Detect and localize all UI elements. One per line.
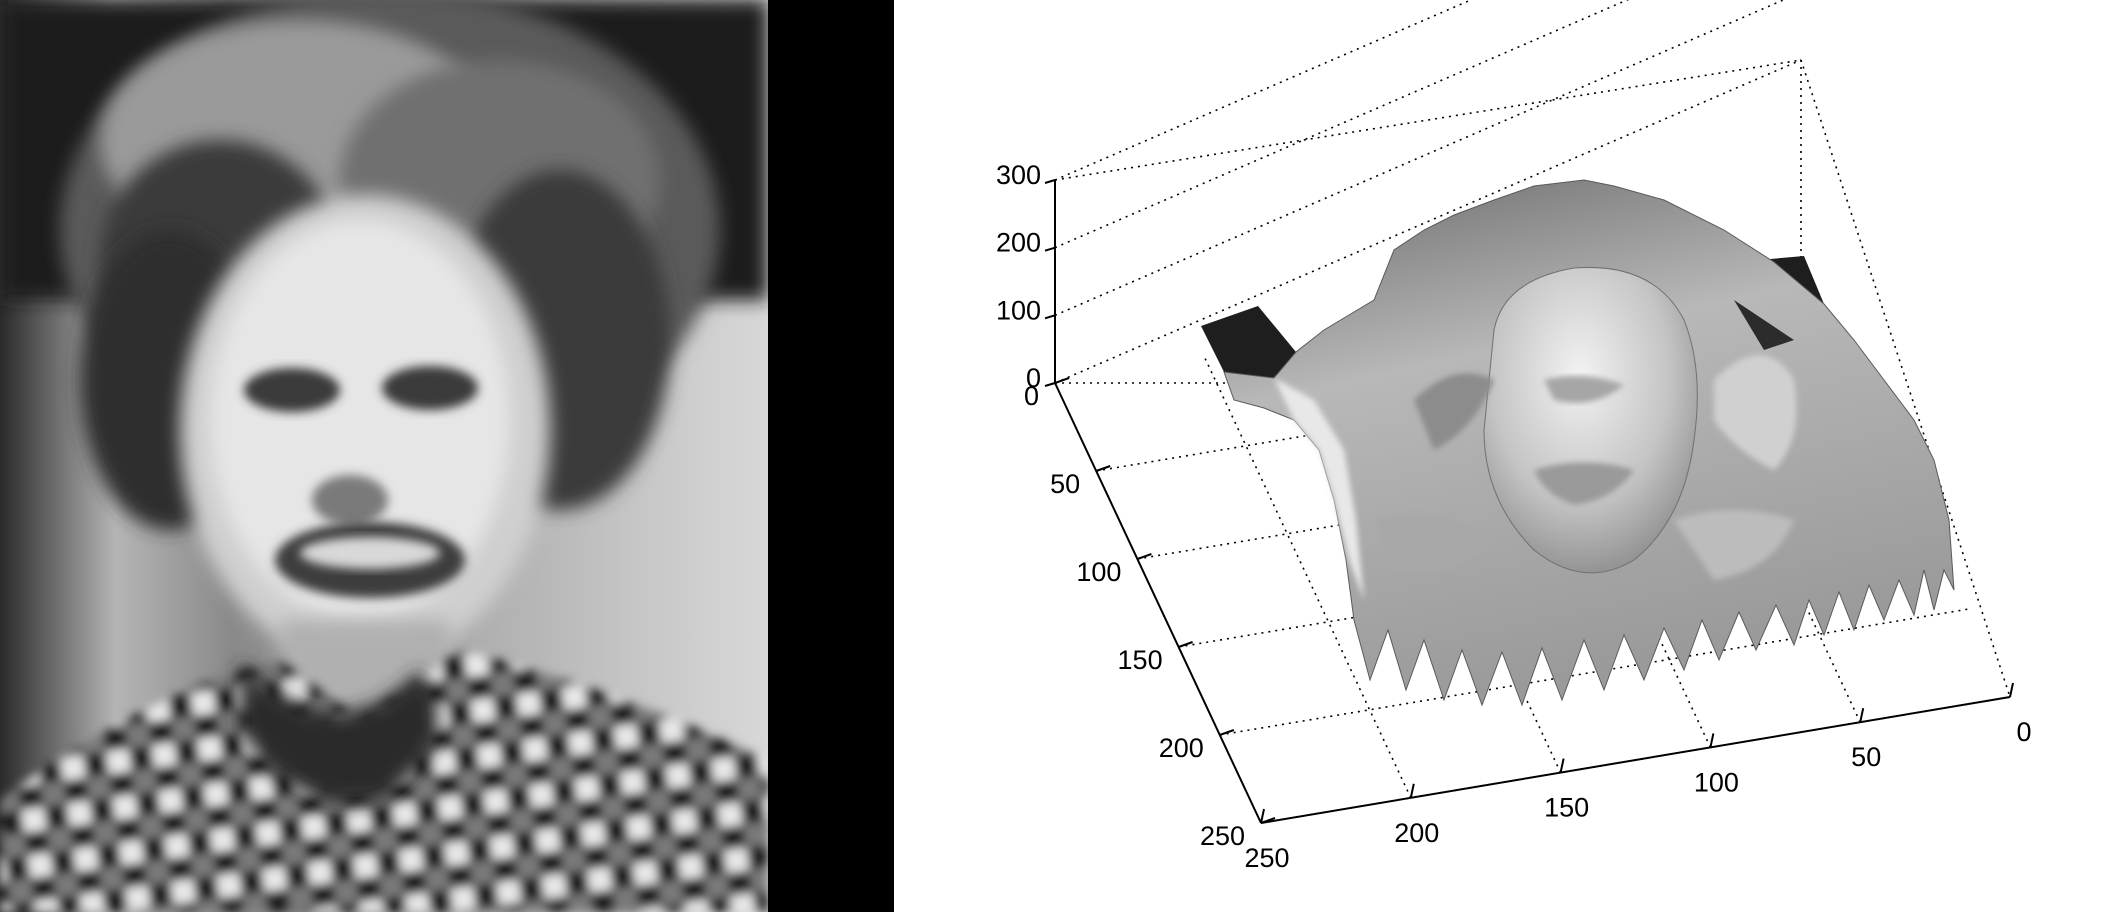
- y-tick-mark: [1095, 465, 1111, 472]
- y-tick-label: 50: [1050, 469, 1080, 499]
- z-grid-line: [1054, 0, 1630, 249]
- surface-dark-corner-left: [1201, 306, 1296, 378]
- box-edge: [1054, 59, 1802, 181]
- surface-ridge: [1414, 373, 1494, 450]
- x-tick-mark: [1709, 733, 1715, 748]
- z-grid-line: [1054, 59, 1802, 384]
- y-tick-mark: [1219, 729, 1235, 736]
- x-tick-mark: [1559, 758, 1565, 773]
- surface-ridge: [1674, 510, 1794, 580]
- surface-ridge: [1534, 462, 1634, 505]
- surface-ridge: [1544, 376, 1624, 403]
- y-tick-label: 100: [1076, 557, 1121, 587]
- z-tick-mark: [1044, 382, 1056, 387]
- z-tick-mark: [1044, 179, 1056, 184]
- x-tick-label: 250: [1244, 843, 1289, 873]
- z-tick-label: 200: [996, 228, 1041, 258]
- y-grid-line: [1260, 696, 2011, 824]
- x-tick-mark: [1409, 783, 1415, 799]
- z-tick-mark: [1044, 314, 1056, 320]
- y-tick-label: 200: [1159, 733, 1204, 763]
- x-tick-mark: [1859, 707, 1865, 723]
- x-tick-label: 150: [1544, 793, 1589, 823]
- y-tick-mark: [1137, 553, 1152, 560]
- x-tick-mark: [1260, 808, 1265, 824]
- z-tick-label: 100: [996, 295, 1041, 325]
- z-tick-label: 300: [996, 160, 1041, 190]
- y-grid-line: [1219, 608, 1969, 736]
- y-tick-label: 0: [1024, 381, 1039, 411]
- surface-ridge: [1714, 355, 1797, 470]
- z-grid-line: [1054, 0, 1786, 317]
- surface-mesh: [1201, 179, 1955, 707]
- y-axis-line: [1054, 382, 1262, 824]
- surface-plot-panel: 0 100 200 300 0 50 100 150 200 250 0 50 100 150 200 250: [894, 0, 2126, 912]
- y-tick-label: 150: [1118, 645, 1163, 675]
- z-grid-line: [1054, 0, 1473, 181]
- x-tick-label: 100: [1694, 767, 1739, 797]
- x-tick-label: 0: [2016, 717, 2031, 747]
- surface-ridge: [1374, 513, 1494, 572]
- x-tick-label: 50: [1851, 742, 1881, 772]
- y-tick-label: 250: [1200, 821, 1245, 851]
- x-tick-label: 200: [1394, 818, 1439, 848]
- surface-highlight-left: [1274, 378, 1364, 600]
- z-tick-label: 0: [1026, 363, 1041, 393]
- y-tick-mark: [1054, 377, 1070, 384]
- x-tick-mark: [2009, 682, 2014, 698]
- surface-shadow: [1734, 300, 1794, 350]
- y-tick-mark: [1178, 641, 1193, 648]
- tick-labels: 0 100 200 300 0 50 100 150 200 250 0 50 100 150 200 250: [996, 160, 2032, 873]
- y-tick-mark: [1260, 817, 1276, 824]
- portrait-image: [0, 0, 894, 912]
- surface-face-dome: [1483, 266, 1698, 574]
- surface-plot: 0 100 200 300 0 50 100 150 200 250 0 50 100 150 200 250: [996, 0, 2032, 873]
- portrait-photo: [0, 0, 894, 912]
- z-tick-mark: [1044, 246, 1056, 252]
